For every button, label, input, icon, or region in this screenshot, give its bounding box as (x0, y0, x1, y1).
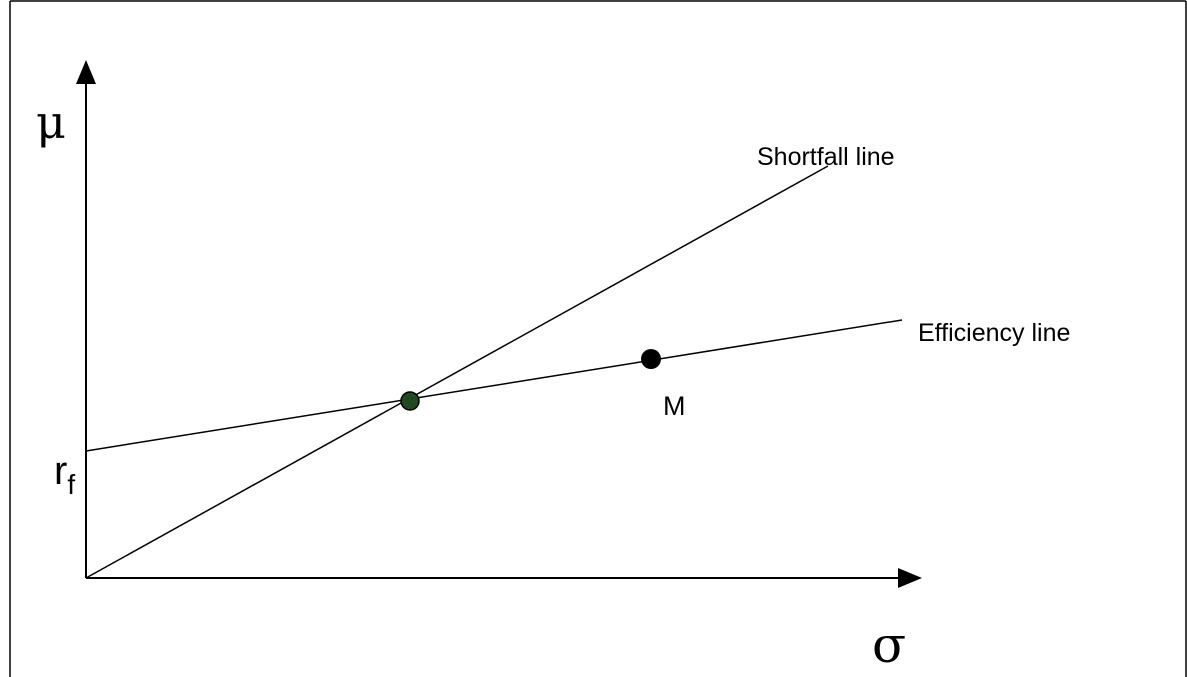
risk-free-rate-main: r (54, 449, 67, 493)
efficiency-line-label: Efficiency line (918, 319, 1070, 347)
market-point-label: M (663, 391, 686, 421)
market-point (641, 349, 661, 369)
shortfall-line-label: Shortfall line (757, 143, 895, 171)
risk-free-rate-subscript: f (67, 469, 75, 500)
y-axis-arrowhead (76, 60, 96, 84)
efficiency-line (85, 319, 903, 452)
x-axis-label: σ (872, 616, 906, 674)
risk-free-rate-label: rf (54, 449, 75, 500)
intersection-point (400, 391, 420, 411)
x-axis-arrowhead (898, 568, 922, 588)
y-axis-label: μ (36, 95, 66, 149)
shortfall-line (85, 165, 829, 579)
